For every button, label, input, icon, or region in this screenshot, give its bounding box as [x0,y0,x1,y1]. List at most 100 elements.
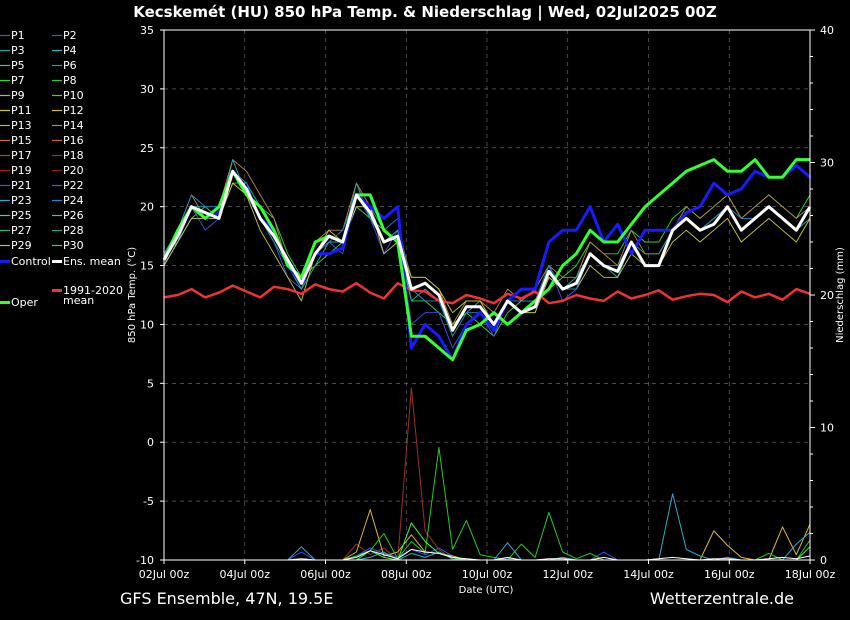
legend-entry: P21 [0,179,32,192]
legend-label: P4 [63,44,77,57]
x-tick-label: 08Jul 00z [381,568,432,581]
legend-label: P2 [63,29,77,42]
model-footer: GFS Ensemble, 47N, 19.5E [120,589,333,608]
legend-entry: P10 [52,89,84,102]
legend-entry: P15 [0,134,32,147]
legend-entry: P11 [0,104,32,117]
legend-entry: P3 [0,44,25,57]
legend-label: P1 [11,29,25,42]
x-tick-label: 02Jul 00z [139,568,190,581]
y2-axis-ticks: 40 30 20 10 0 [810,24,834,567]
y2-tick-label: 40 [820,24,834,37]
x-tick-label: 06Jul 00z [300,568,351,581]
legend-label: P16 [63,134,84,147]
legend-entry: P12 [52,104,84,117]
x-tick-label: 18Jul 00z [785,568,836,581]
legend-entry: P14 [52,119,84,132]
y-tick-label: 10 [140,318,154,331]
series-line [162,169,812,332]
legend-entry: P18 [52,149,84,162]
legend-entry: P1 [0,29,25,42]
y2-tick-label: 30 [820,157,834,170]
legend-entry: P22 [52,179,84,192]
legend-label: P28 [63,224,84,237]
legend-entry: P4 [52,44,77,57]
legend-entry: P6 [52,59,77,72]
legend-label: P9 [11,89,25,102]
y2-tick-label: 0 [820,554,827,567]
legend-label: P11 [11,104,32,117]
legend-label: P15 [11,134,32,147]
legend-entry: P2 [52,29,77,42]
legend-entry: P7 [0,74,25,87]
legend-label: P26 [63,209,84,222]
y2-tick-label: 20 [820,289,834,302]
legend-entry: P23 [0,194,32,207]
series-line [162,158,810,362]
site-footer: Wetterzentrale.de [650,589,794,608]
series-line [163,281,811,305]
x-tick-label: 12Jul 00z [542,568,593,581]
legend-label: P27 [11,224,32,237]
legend-label: P22 [63,179,84,192]
legend: P1 P2 P3 P4 P5 P6 P7 P8 P9 P10 P11 P12 P13 P14 P15 P16 P… [0,29,123,309]
legend-entry: P20 [52,164,84,177]
legend-entry: P27 [0,224,32,237]
legend-entry: P26 [52,209,84,222]
legend-label: Control [11,255,51,268]
legend-entry: Oper [0,296,38,309]
legend-label: 1991-2020 [63,284,123,297]
y2-tick-label: 10 [820,422,834,435]
legend-entry: P9 [0,89,25,102]
legend-label: P6 [63,59,77,72]
legend-label-line2: mean [63,294,94,307]
y-axis-label: 850 hPa Temp. (°C) [127,247,138,343]
x-tick-label: 10Jul 00z [462,568,513,581]
legend-label: P19 [11,164,32,177]
legend-label: P24 [63,194,84,207]
legend-entry: P5 [0,59,25,72]
y-tick-label: 15 [140,260,154,273]
y2-axis-label: Niederschlag (mm) [835,247,846,343]
legend-entry: P28 [52,224,84,237]
legend-entry: P16 [52,134,84,147]
legend-label: P20 [63,164,84,177]
y-tick-label: 30 [140,83,154,96]
x-axis-label: Date (UTC) [459,585,514,596]
x-tick-label: 04Jul 00z [219,568,270,581]
x-tick-label: 14Jul 00z [623,568,674,581]
legend-label: P23 [11,194,32,207]
legend-entry: P13 [0,119,32,132]
legend-label: P8 [63,74,77,87]
x-axis-ticks: 02Jul 00z 04Jul 00z 06Jul 00z 08Jul 00z 10Ju… [139,560,836,581]
legend-label: P10 [63,89,84,102]
legend-entry: P8 [52,74,77,87]
legend-label: P3 [11,44,25,57]
legend-label: Oper [11,296,38,309]
y-tick-label: 25 [140,142,154,155]
legend-entry: P17 [0,149,32,162]
y-tick-label: 20 [140,201,154,214]
legend-entry: P29 [0,239,32,252]
chart-title: Kecskemét (HU) 850 hPa Temp. & Niedersch… [133,3,717,22]
legend-label: P12 [63,104,84,117]
legend-entry: P25 [0,209,32,222]
y-tick-label: 35 [140,24,154,37]
series-line [163,159,811,325]
legend-label: P17 [11,149,32,162]
legend-label: P21 [11,179,32,192]
legend-label: P7 [11,74,25,87]
legend-entry: P30 [52,239,84,252]
legend-label: P30 [63,239,84,252]
legend-label: Ens. mean [63,255,121,268]
legend-label: P5 [11,59,25,72]
legend-label: P25 [11,209,32,222]
y-tick-label: -10 [136,554,154,567]
legend-label: P29 [11,239,32,252]
legend-label: P13 [11,119,32,132]
legend-entry: P19 [0,164,32,177]
y-tick-label: 0 [147,436,154,449]
legend-entry: Control [0,255,51,268]
